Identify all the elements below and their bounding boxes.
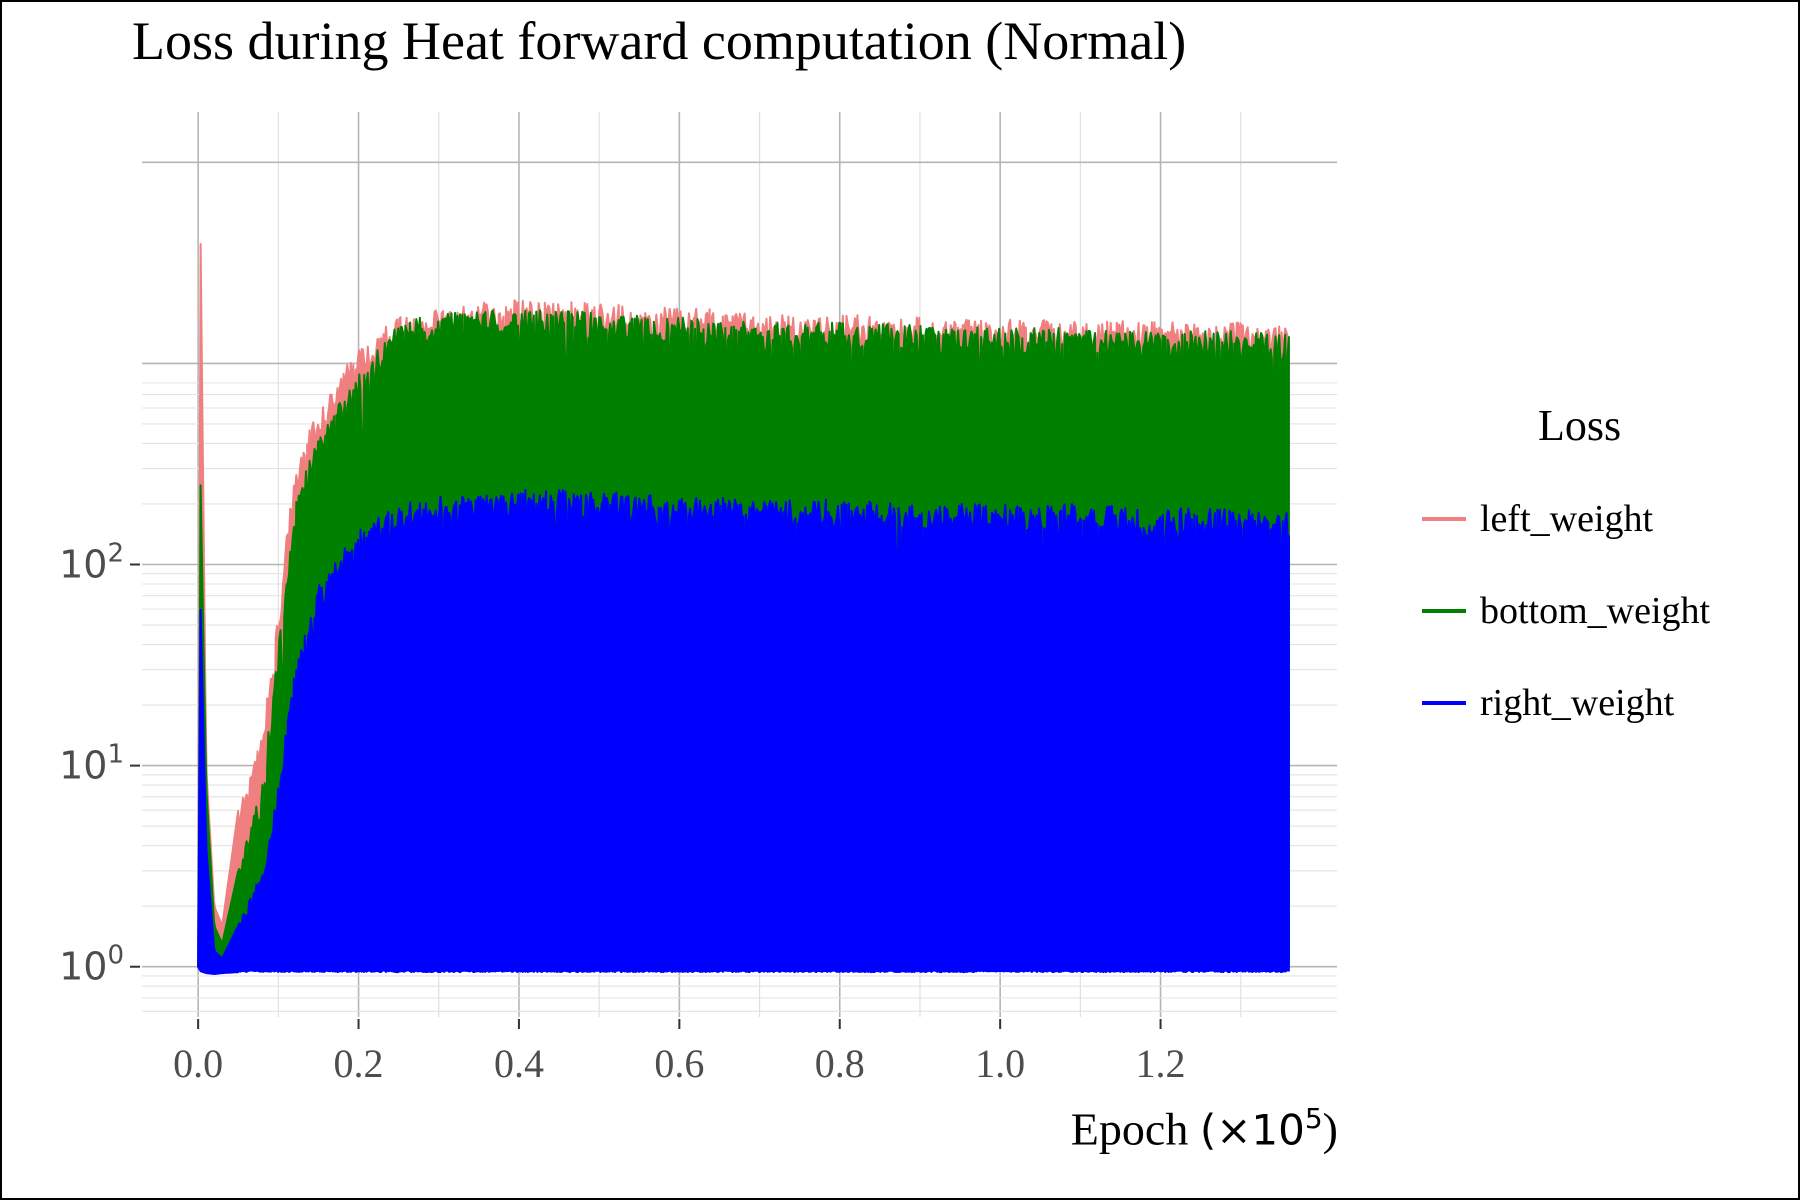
x-tick-label: 1.0 <box>975 1041 1025 1086</box>
x-axis-multiplier-exponent: 5 <box>1304 1102 1323 1135</box>
series-right-weight <box>197 488 1290 975</box>
legend-label-left-weight: left_weight <box>1480 498 1654 540</box>
legend-swatch-bottom-weight <box>1422 609 1466 613</box>
x-axis-multiplier: (×10 <box>1199 1105 1305 1155</box>
legend-entry-left-weight: left_weight <box>1422 473 1782 565</box>
x-axis-label: Epoch (×105) <box>1071 1102 1338 1155</box>
x-tick-label: 1.2 <box>1136 1041 1186 1086</box>
x-tick-label: 0.8 <box>815 1041 865 1086</box>
x-tick-label: 0.2 <box>334 1041 384 1086</box>
x-tick-label: 0.6 <box>654 1041 704 1086</box>
axes: 100 101 102 0.0 0.2 0.4 0.6 0.8 1.0 1.2 <box>59 539 1185 1087</box>
x-tick-label: 0.4 <box>494 1041 544 1086</box>
legend-swatch-right-weight <box>1422 701 1466 705</box>
series-layer <box>197 243 1290 975</box>
legend-entry-bottom-weight: bottom_weight <box>1422 565 1782 657</box>
x-tick-label: 0.0 <box>173 1041 223 1086</box>
legend-swatch-left-weight <box>1422 517 1466 521</box>
y-tick-label: 100 <box>59 941 124 989</box>
x-axis-multiplier-close: ) <box>1322 1103 1338 1155</box>
legend-label-right-weight: right_weight <box>1480 682 1675 724</box>
legend: Loss left_weight bottom_weight right_wei… <box>1422 400 1782 749</box>
x-axis-title: Epoch <box>1070 1103 1189 1155</box>
y-tick-label: 101 <box>59 740 124 788</box>
legend-title: Loss <box>1538 401 1622 450</box>
y-tick-label: 102 <box>59 539 124 587</box>
chart-title: Loss during Heat forward computation (No… <box>132 11 1187 71</box>
legend-label-bottom-weight: bottom_weight <box>1480 590 1711 632</box>
legend-entry-right-weight: right_weight <box>1422 657 1782 749</box>
